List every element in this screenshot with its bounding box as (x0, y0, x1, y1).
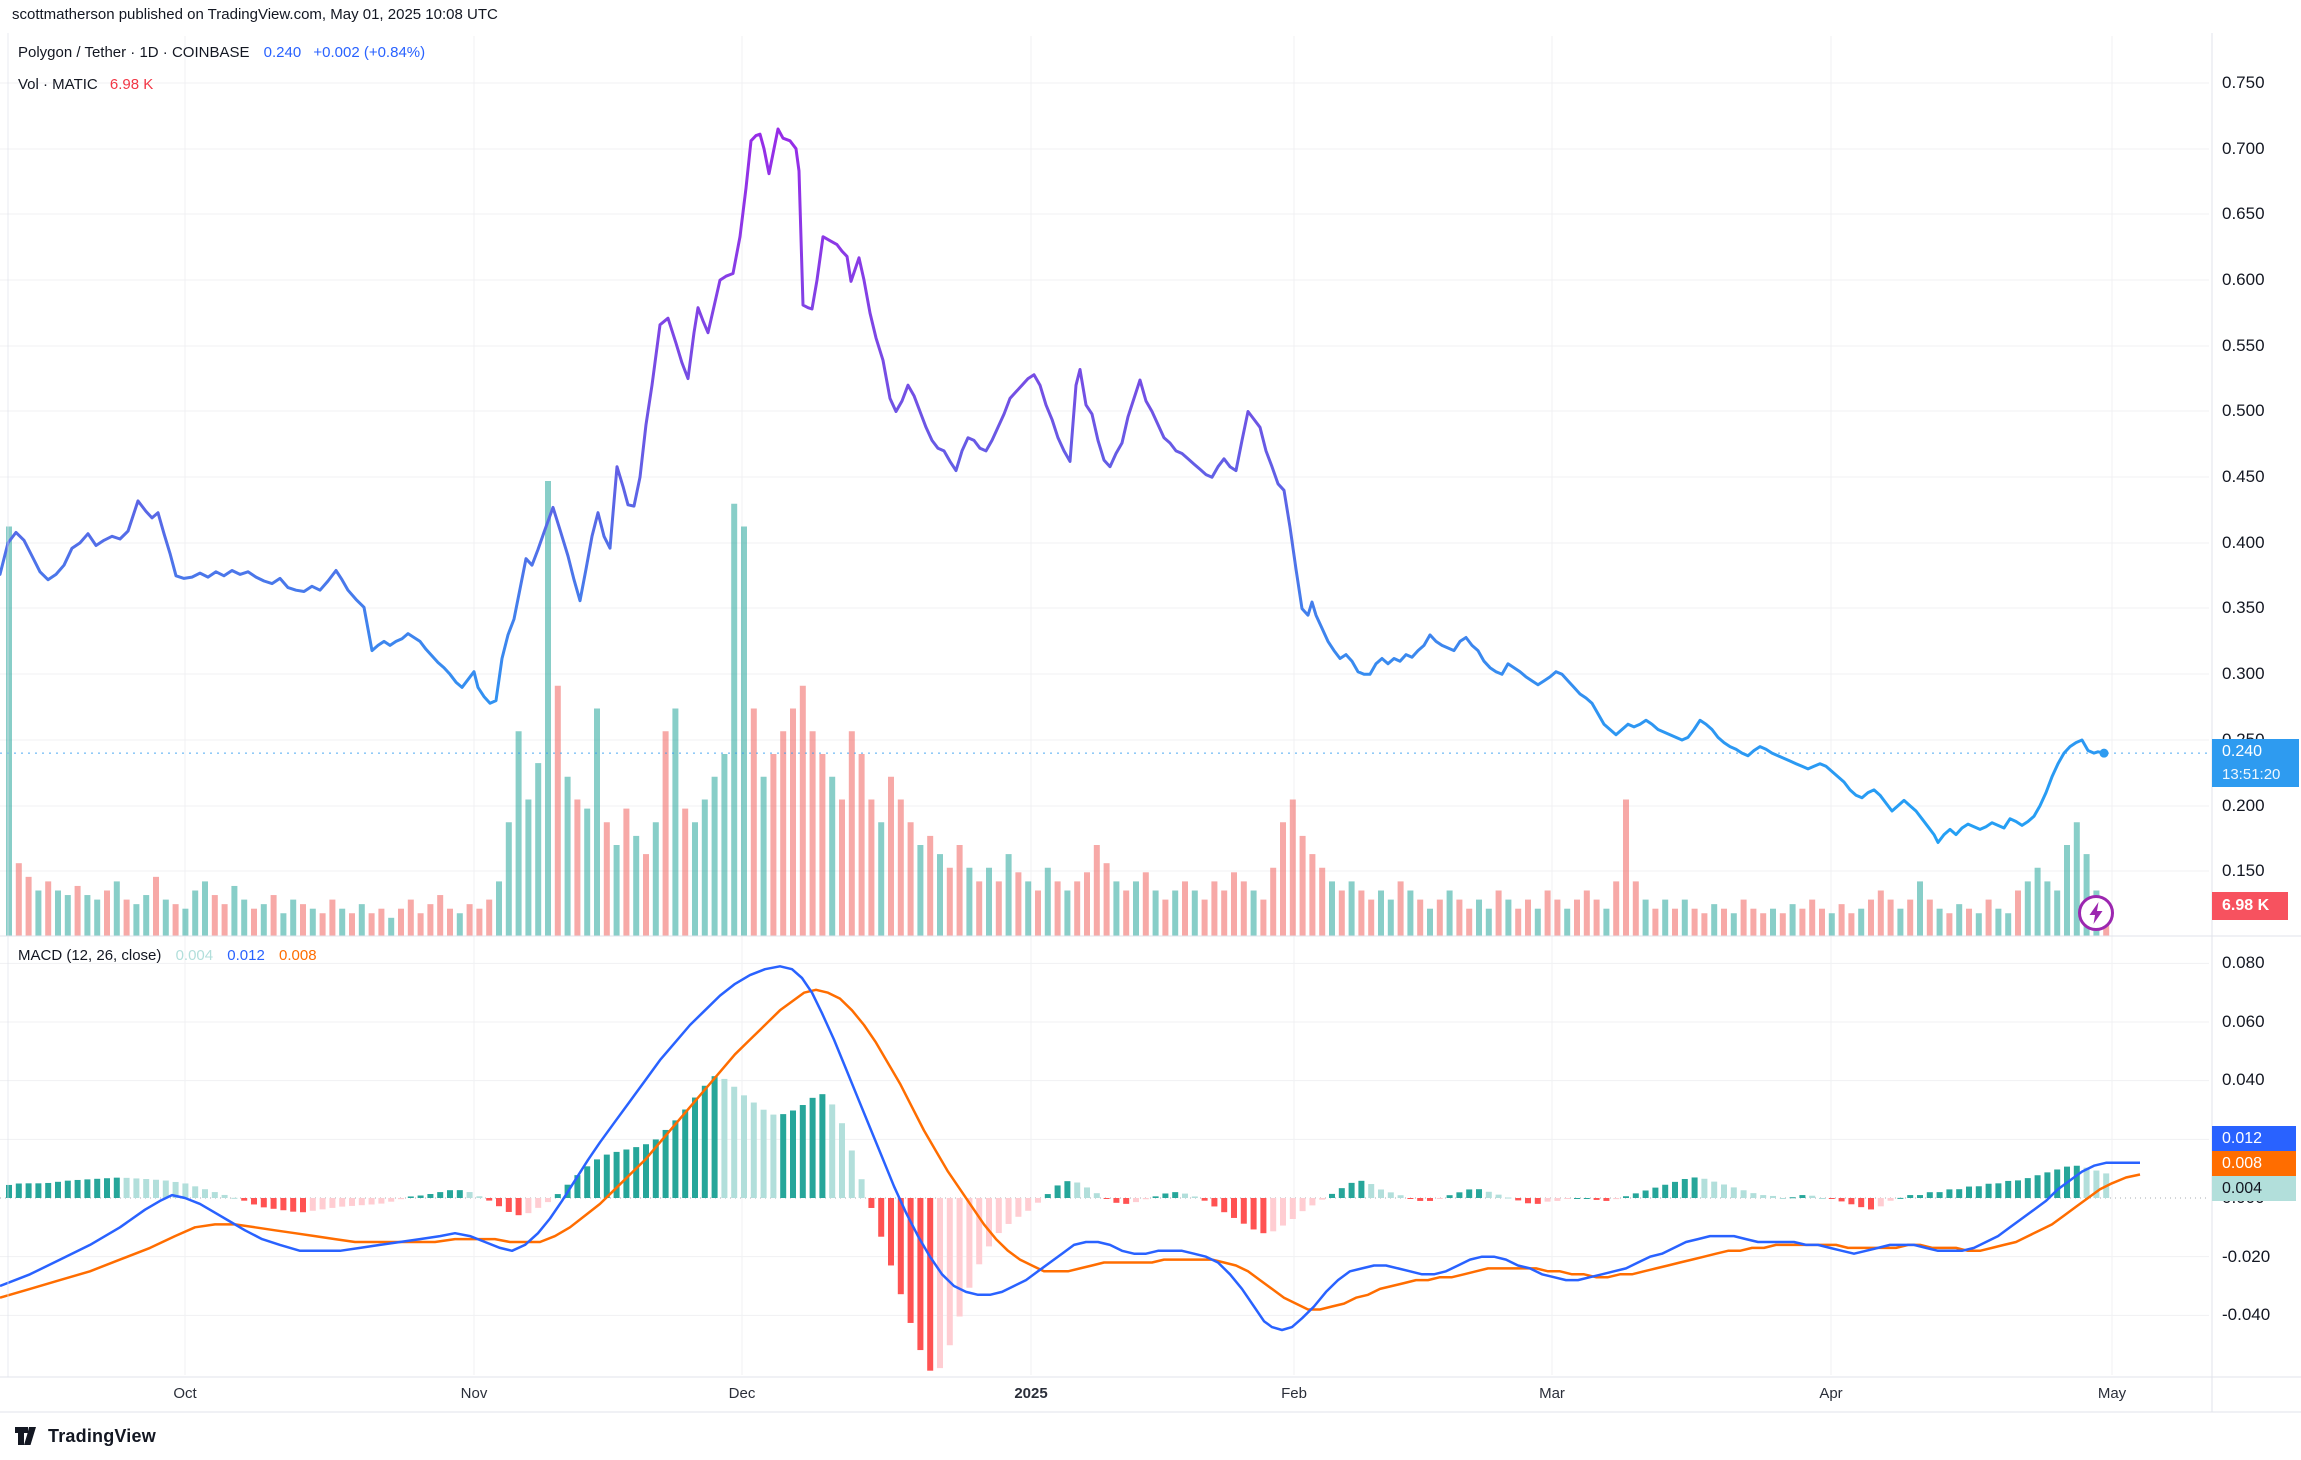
symbol-title[interactable]: Polygon / Tether · 1D · COINBASE (18, 44, 250, 61)
legend-change: +0.002 (+0.84%) (313, 44, 426, 61)
last-price-badge-value: 0.240 (2222, 743, 2263, 761)
symbol-legend[interactable]: Polygon / Tether · 1D · COINBASE 0.240 +… (18, 44, 425, 61)
macd-line-value: 0.012 (227, 947, 265, 964)
volume-legend[interactable]: Vol · MATIC 6.98 K (18, 76, 153, 93)
time-axis-label: 2025 (1014, 1385, 1048, 1402)
volume-value: 6.98 K (109, 76, 154, 93)
publish-header: scottmatherson published on TradingView.… (12, 6, 498, 23)
volume-label[interactable]: Vol · MATIC (18, 76, 98, 93)
price-axis-label: 0.600 (2222, 270, 2265, 289)
flash-icon[interactable] (2076, 893, 2116, 933)
macd-axis-label: -0.020 (2222, 1247, 2271, 1266)
price-axis-label: 0.550 (2222, 336, 2265, 355)
price-axis-label: 0.500 (2222, 401, 2265, 420)
legend-last-price: 0.240 (263, 44, 302, 61)
time-axis-label: Dec (728, 1385, 756, 1402)
price-axis-label: 0.700 (2222, 139, 2265, 158)
macd-axis-label: 0.080 (2222, 953, 2265, 972)
price-axis-label: 0.200 (2222, 796, 2265, 815)
macd-label[interactable]: MACD (12, 26, close) (18, 947, 162, 964)
price-axis-label: 0.450 (2222, 467, 2265, 486)
macd-axis-label: 0.040 (2222, 1070, 2265, 1089)
macd-hist-value: 0.004 (175, 947, 214, 964)
volume-badge: 6.98 K (2212, 892, 2288, 920)
macd-badge: 0.004 (2212, 1176, 2296, 1201)
price-axis-label: 0.150 (2222, 861, 2265, 880)
macd-badge: 0.008 (2212, 1151, 2296, 1176)
macd-badge: 0.012 (2212, 1126, 2296, 1151)
footer-brand[interactable]: TradingView (14, 1424, 156, 1448)
price-axis-label: 0.750 (2222, 73, 2265, 92)
macd-axis-label: -0.040 (2222, 1305, 2271, 1324)
time-axis-label: May (2097, 1385, 2127, 1402)
macd-legend[interactable]: MACD (12, 26, close) 0.004 0.012 0.008 (18, 947, 317, 964)
time-axis-label: Apr (1819, 1385, 1843, 1402)
macd-signal-value: 0.008 (279, 947, 317, 964)
time-axis-label: Mar (1539, 1385, 1565, 1402)
macd-axis-label: 0.060 (2222, 1012, 2265, 1031)
time-axis-label: Oct (173, 1385, 197, 1402)
tradingview-logo-icon (15, 1427, 36, 1445)
price-axis-label: 0.350 (2222, 598, 2265, 617)
time-axis-label: Feb (1281, 1385, 1307, 1402)
bar-countdown: 13:51:20 (2222, 765, 2281, 783)
footer-brand-text: TradingView (48, 1425, 156, 1446)
price-axis-label: 0.400 (2222, 533, 2265, 552)
volume-badge-value: 6.98 K (2222, 897, 2270, 914)
price-axis-label: 0.300 (2222, 664, 2265, 683)
price-axis-label: 0.650 (2222, 204, 2265, 223)
last-price-badge: 0.240 13:51:20 (2212, 739, 2299, 787)
time-axis-label: Nov (460, 1385, 488, 1402)
